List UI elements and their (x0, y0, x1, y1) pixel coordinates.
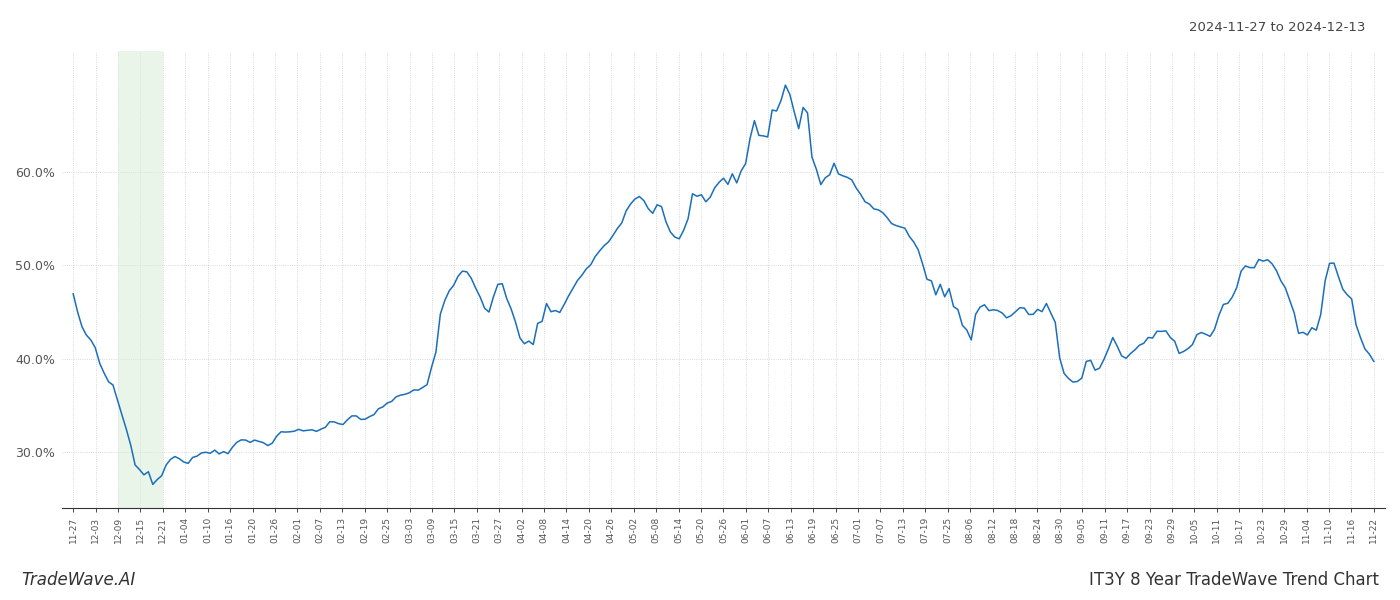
Text: TradeWave.AI: TradeWave.AI (21, 571, 136, 589)
Text: 2024-11-27 to 2024-12-13: 2024-11-27 to 2024-12-13 (1189, 21, 1365, 34)
Text: IT3Y 8 Year TradeWave Trend Chart: IT3Y 8 Year TradeWave Trend Chart (1089, 571, 1379, 589)
Bar (118, 51, 162, 508)
